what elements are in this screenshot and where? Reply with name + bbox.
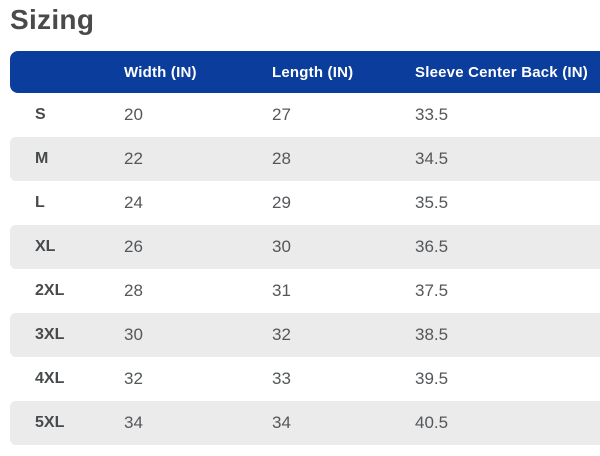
table-row: S 20 27 33.5 <box>10 93 600 137</box>
length-cell: 33 <box>266 357 409 401</box>
size-cell: 3XL <box>10 313 118 357</box>
size-cell: M <box>10 137 118 181</box>
size-cell: 4XL <box>10 357 118 401</box>
sleeve-cell: 34.5 <box>409 137 600 181</box>
length-cell: 28 <box>266 137 409 181</box>
size-cell: L <box>10 181 118 225</box>
width-cell: 28 <box>118 269 266 313</box>
table-row: 3XL 30 32 38.5 <box>10 313 600 357</box>
table-row: 2XL 28 31 37.5 <box>10 269 600 313</box>
length-cell: 34 <box>266 401 409 445</box>
table-row: L 24 29 35.5 <box>10 181 600 225</box>
width-cell: 24 <box>118 181 266 225</box>
sleeve-cell: 38.5 <box>409 313 600 357</box>
length-cell: 27 <box>266 93 409 137</box>
table-row: 4XL 32 33 39.5 <box>10 357 600 401</box>
size-cell: XL <box>10 225 118 269</box>
width-cell: 32 <box>118 357 266 401</box>
sizing-table: Width (IN) Length (IN) Sleeve Center Bac… <box>10 51 600 445</box>
page-title: Sizing <box>10 4 95 35</box>
sleeve-cell: 35.5 <box>409 181 600 225</box>
sleeve-cell: 37.5 <box>409 269 600 313</box>
width-cell: 26 <box>118 225 266 269</box>
width-cell: 34 <box>118 401 266 445</box>
width-cell: 30 <box>118 313 266 357</box>
size-cell: 5XL <box>10 401 118 445</box>
size-cell: 2XL <box>10 269 118 313</box>
length-cell: 30 <box>266 225 409 269</box>
sleeve-cell: 40.5 <box>409 401 600 445</box>
column-header-sleeve-center-back: Sleeve Center Back (IN) <box>409 51 600 93</box>
column-header-size <box>10 51 118 93</box>
sizing-section: Sizing Width (IN) Length (IN) Sleeve Cen… <box>0 4 600 445</box>
sleeve-cell: 33.5 <box>409 93 600 137</box>
length-cell: 32 <box>266 313 409 357</box>
column-header-width: Width (IN) <box>118 51 266 93</box>
table-row: M 22 28 34.5 <box>10 137 600 181</box>
table-row: 5XL 34 34 40.5 <box>10 401 600 445</box>
column-header-length: Length (IN) <box>266 51 409 93</box>
width-cell: 20 <box>118 93 266 137</box>
table-header-row: Width (IN) Length (IN) Sleeve Center Bac… <box>10 51 600 93</box>
size-cell: S <box>10 93 118 137</box>
table-row: XL 26 30 36.5 <box>10 225 600 269</box>
sleeve-cell: 36.5 <box>409 225 600 269</box>
sleeve-cell: 39.5 <box>409 357 600 401</box>
length-cell: 31 <box>266 269 409 313</box>
length-cell: 29 <box>266 181 409 225</box>
width-cell: 22 <box>118 137 266 181</box>
